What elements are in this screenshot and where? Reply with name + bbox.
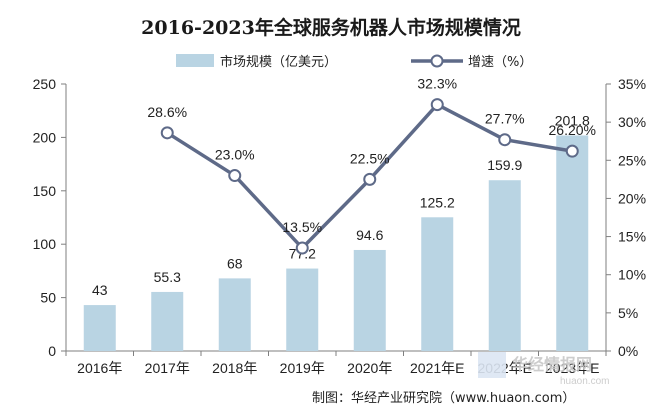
x-axis-tick-label: 2019年	[280, 360, 325, 376]
chart-title: 2016-2023年全球服务机器人市场规模情况	[141, 16, 521, 39]
x-axis-tick-label: 2018年	[212, 360, 257, 376]
bar	[488, 180, 521, 351]
right-axis-tick-label: 35%	[618, 76, 646, 92]
left-axis-tick-label: 200	[33, 129, 57, 145]
bar-value-label: 55.3	[154, 269, 181, 285]
bar	[218, 278, 251, 351]
legend-line-label: 增速（%）	[468, 55, 532, 70]
growth-point	[295, 241, 309, 255]
growth-point	[160, 126, 174, 140]
right-axis-tick-label: 30%	[618, 114, 646, 130]
left-axis-tick-label: 100	[33, 236, 57, 252]
right-axis-tick-label: 15%	[618, 229, 646, 245]
bar-value-label: 125.2	[420, 194, 455, 210]
legend-line-marker	[430, 54, 444, 68]
right-axis-tick-label: 0%	[618, 343, 638, 359]
bar-value-label: 201.8	[555, 112, 590, 128]
left-axis-tick-label: 50	[40, 290, 56, 306]
growth-point	[363, 172, 377, 186]
legend-bar-swatch	[176, 54, 214, 67]
bar	[151, 291, 184, 351]
right-axis-tick-label: 20%	[618, 190, 646, 206]
x-axis-tick-label: 2021年E	[410, 360, 464, 376]
watermark-text: 华经情报网	[512, 355, 592, 374]
line-series	[160, 98, 579, 255]
bar	[353, 249, 386, 351]
growth-point	[228, 169, 242, 183]
right-axis-tick-label: 25%	[618, 152, 646, 168]
growth-point	[430, 98, 444, 112]
watermark-logo-icon	[478, 352, 506, 378]
right-axis-tick-label: 5%	[618, 305, 638, 321]
left-axis-tick-label: 150	[33, 183, 57, 199]
growth-value-label: 26.20%	[549, 122, 596, 138]
line-data-labels: 28.6% 23.0% 13.5% 22.5% 32.3% 27.7% 26.20%	[147, 76, 596, 235]
x-axis-tick-label: 2016年	[77, 360, 122, 376]
x-axis-tick-label: 2020年	[347, 360, 392, 376]
bar	[83, 305, 116, 351]
bar	[421, 217, 454, 351]
bar-value-label: 43	[92, 282, 108, 298]
left-axis-tick-label: 250	[33, 76, 57, 92]
growth-value-label: 22.5%	[350, 150, 390, 166]
bar	[556, 135, 589, 351]
growth-value-label: 28.6%	[147, 104, 187, 120]
x-axis-tick-label: 2017年	[145, 360, 190, 376]
watermark-sub: huaon.com	[560, 376, 609, 387]
growth-value-label: 27.7%	[485, 111, 525, 127]
source-footer: 制图：华经产业研究院（www.huaon.com）	[312, 391, 575, 406]
left-axis-tick-label: 0	[48, 343, 56, 359]
bar-series	[83, 135, 589, 351]
bar-value-label: 94.6	[356, 227, 383, 243]
x-axis-tick-label: 2023年E	[545, 360, 599, 376]
right-axis-tick-label: 10%	[618, 267, 646, 283]
bar-value-label: 68	[227, 255, 243, 271]
legend-bar-label: 市场规模（亿美元）	[220, 54, 337, 70]
growth-point	[498, 133, 512, 147]
legend: 市场规模（亿美元） 增速（%）	[176, 54, 532, 70]
watermark: 华经情报网 huaon.com	[478, 352, 609, 387]
growth-value-label: 13.5%	[282, 219, 322, 235]
bar-value-label: 159.9	[487, 157, 522, 173]
growth-point	[565, 144, 579, 158]
growth-value-label: 32.3%	[417, 76, 457, 92]
growth-value-label: 23.0%	[215, 147, 255, 163]
bar	[286, 268, 319, 351]
